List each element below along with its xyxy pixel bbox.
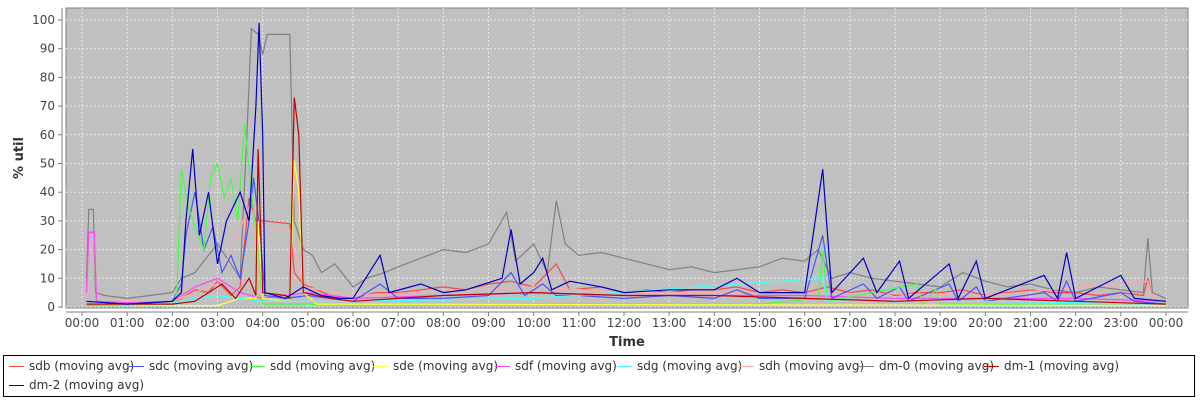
x-axis-label: Time <box>609 335 645 350</box>
legend-label: sdc (moving avg) <box>149 359 254 373</box>
y-tick-label: 30 <box>40 214 55 228</box>
y-tick-label: 40 <box>40 185 55 199</box>
legend-item-sdc: sdc (moving avg) <box>129 359 253 373</box>
legend-item-dm-2: dm-2 (moving avg) <box>9 378 144 392</box>
y-tick-label: 100 <box>32 13 55 27</box>
x-tick-label: 06:00 <box>336 316 371 330</box>
series-line-dm-2 <box>86 22 1167 305</box>
legend-label: sdd (moving avg) <box>270 359 376 373</box>
legend-swatch <box>9 384 24 386</box>
legend-item-sdg: sdg (moving avg) <box>617 359 742 373</box>
legend-label: sde (moving avg) <box>393 359 499 373</box>
x-tick-label: 21:00 <box>1013 316 1048 330</box>
legend-item-sde: sde (moving avg) <box>373 359 498 373</box>
series-line-sdf <box>85 231 1167 304</box>
y-tick-label: 10 <box>40 271 55 285</box>
x-tick-label: 02:00 <box>155 316 190 330</box>
x-tick-label: 01:00 <box>110 316 145 330</box>
legend-swatch <box>495 365 510 367</box>
x-tick-label: 05:00 <box>291 316 326 330</box>
x-tick-label: 20:00 <box>968 316 1003 330</box>
legend-item-sdf: sdf (moving avg) <box>495 359 617 373</box>
y-tick-label: 20 <box>40 243 55 257</box>
legend-item-dm-1: dm-1 (moving avg) <box>984 359 1119 373</box>
y-tick-label: 90 <box>40 42 55 56</box>
x-tick-label: 10:00 <box>516 316 551 330</box>
x-tick-label: 19:00 <box>923 316 958 330</box>
y-tick-label: 50 <box>40 157 55 171</box>
legend-swatch <box>250 365 265 367</box>
legend-item-sdd: sdd (moving avg) <box>250 359 375 373</box>
x-tick-label: 13:00 <box>652 316 687 330</box>
x-tick-label: 22:00 <box>1058 316 1093 330</box>
legend-item-sdb: sdb (moving avg) <box>9 359 134 373</box>
x-tick-label: 03:00 <box>200 316 235 330</box>
x-tick-label: 23:00 <box>1104 316 1139 330</box>
x-tick-label: 17:00 <box>833 316 868 330</box>
x-tick-label: 11:00 <box>562 316 597 330</box>
legend: sdb (moving avg) sdc (moving avg) sdd (mov… <box>3 355 1195 397</box>
y-tick-label: 80 <box>40 70 55 84</box>
legend-label: dm-1 (moving avg) <box>1004 359 1120 373</box>
legend-item-sdh: sdh (moving avg) <box>739 359 864 373</box>
legend-item-dm-0: dm-0 (moving avg) <box>859 359 994 373</box>
legend-label: dm-0 (moving avg) <box>879 359 995 373</box>
x-tick-label: 16:00 <box>787 316 822 330</box>
y-tick-label: 60 <box>40 128 55 142</box>
y-tick-label: 70 <box>40 99 55 113</box>
series-line-dm-1 <box>86 97 1167 305</box>
legend-swatch <box>984 365 999 367</box>
legend-swatch <box>617 365 632 367</box>
y-tick-label: 0 <box>47 300 55 314</box>
legend-label: sdb (moving avg) <box>29 359 135 373</box>
x-tick-label: 09:00 <box>471 316 506 330</box>
legend-swatch <box>859 365 874 367</box>
legend-swatch <box>373 365 388 367</box>
legend-swatch <box>739 365 754 367</box>
legend-label: dm-2 (moving avg) <box>29 378 145 392</box>
x-tick-label: 15:00 <box>742 316 777 330</box>
legend-label: sdg (moving avg) <box>637 359 743 373</box>
series-line-dm-0 <box>85 27 1167 300</box>
x-tick-label: 18:00 <box>878 316 913 330</box>
series-line-sdd <box>86 123 1167 307</box>
x-tick-label: 00:00 <box>65 316 100 330</box>
x-tick-label: 00:00 <box>1149 316 1184 330</box>
y-axis-label: % util <box>12 137 27 179</box>
legend-label: sdf (moving avg) <box>515 359 617 373</box>
x-tick-label: 07:00 <box>381 316 416 330</box>
series-line-sdc <box>86 177 1167 305</box>
x-tick-label: 12:00 <box>607 316 642 330</box>
legend-swatch <box>9 365 24 367</box>
legend-label: sdh (moving avg) <box>759 359 865 373</box>
chart: 00:00 01:00 02:00 03:00 04:00 05:00 06:00 07:00… <box>12 7 1189 350</box>
legend-swatch <box>129 365 144 367</box>
x-tick-label: 04:00 <box>245 316 280 330</box>
x-tick-label: 14:00 <box>697 316 732 330</box>
x-tick-label: 08:00 <box>426 316 461 330</box>
